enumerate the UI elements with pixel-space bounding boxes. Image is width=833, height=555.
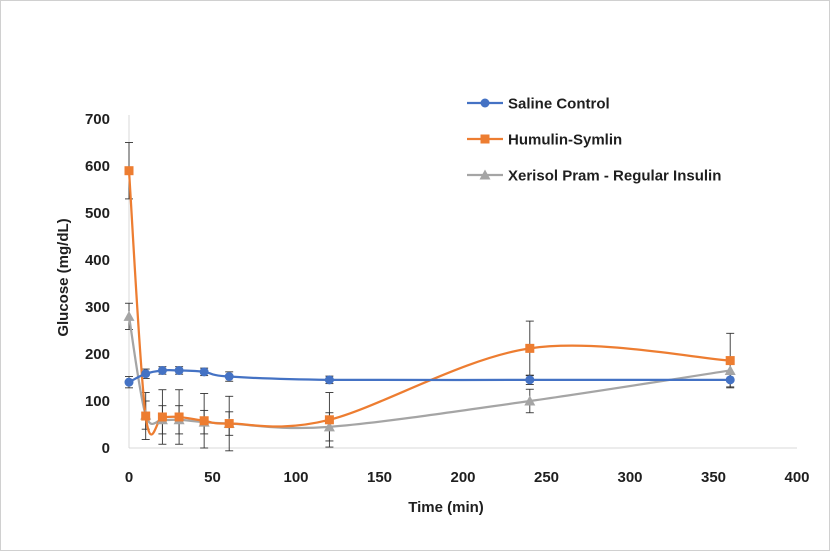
legend-label: Saline Control: [508, 96, 610, 113]
x-axis-title: Time (min): [408, 499, 484, 516]
series-line-xerisol-pram-regular-insulin: [127, 315, 732, 430]
data-point-saline-control: [124, 377, 134, 387]
x-tick-label: 350: [701, 469, 726, 486]
data-point-humulin-symlin: [199, 416, 209, 426]
y-tick-label: 700: [85, 111, 110, 128]
y-axis-title: Glucose (mg/dL): [55, 218, 72, 336]
error-bars: [125, 142, 735, 452]
legend-label: Humulin-Symlin: [508, 132, 622, 149]
series-markers: [123, 166, 736, 432]
legend-label: Xerisol Pram - Regular Insulin: [508, 168, 721, 185]
legend-item-xerisol-pram-regular-insulin: Xerisol Pram - Regular Insulin: [467, 168, 721, 185]
data-point-humulin-symlin: [324, 415, 334, 425]
y-tick-label: 600: [85, 158, 110, 175]
x-tick-label: 250: [534, 469, 559, 486]
x-tick-label: 50: [204, 469, 221, 486]
data-point-saline-control: [141, 369, 151, 379]
data-point-xerisol-pram-regular-insulin: [323, 421, 335, 432]
data-point-xerisol-pram-regular-insulin: [123, 310, 135, 321]
x-tick-label: 100: [283, 469, 308, 486]
y-tick-label: 400: [85, 252, 110, 269]
data-point-saline-control: [525, 375, 535, 385]
legend-item-saline-control: Saline Control: [467, 96, 610, 113]
data-point-saline-control: [725, 375, 735, 385]
legend-swatch-marker: [479, 169, 491, 180]
data-point-xerisol-pram-regular-insulin: [724, 364, 736, 375]
x-tick-label: 150: [367, 469, 392, 486]
x-tick-label: 400: [784, 469, 809, 486]
y-tick-label: 300: [85, 299, 110, 316]
data-point-humulin-symlin: [174, 412, 184, 422]
series-line-saline-control: [127, 369, 732, 384]
legend-swatch-marker: [480, 98, 490, 108]
data-point-saline-control: [157, 365, 167, 375]
series-line-humulin-symlin: [127, 169, 732, 436]
series-lines: [127, 169, 732, 436]
x-tick-label: 300: [617, 469, 642, 486]
x-tick-label: 0: [125, 469, 133, 486]
data-point-humulin-symlin: [124, 166, 134, 176]
y-tick-label: 200: [85, 346, 110, 363]
data-point-xerisol-pram-regular-insulin: [524, 395, 536, 406]
data-point-humulin-symlin: [141, 411, 151, 421]
data-point-saline-control: [324, 375, 334, 385]
y-tick-label: 500: [85, 205, 110, 222]
data-point-saline-control: [224, 372, 234, 382]
x-tick-label: 200: [450, 469, 475, 486]
data-point-humulin-symlin: [525, 343, 535, 353]
data-point-saline-control: [199, 367, 209, 377]
legend: Saline Control Humulin-Symlin Xerisol Pram…: [467, 96, 721, 185]
legend-swatch-marker: [480, 134, 490, 144]
axes: 0 100 200 300 400 500 600 700 0 50 100 150 200 250 300…: [85, 111, 810, 486]
legend-item-humulin-symlin: Humulin-Symlin: [467, 132, 622, 149]
data-point-humulin-symlin: [725, 356, 735, 366]
data-point-saline-control: [174, 365, 184, 375]
data-point-humulin-symlin: [224, 419, 234, 429]
y-tick-label: 0: [102, 440, 110, 457]
data-point-humulin-symlin: [157, 412, 167, 422]
y-tick-label: 100: [85, 393, 110, 410]
